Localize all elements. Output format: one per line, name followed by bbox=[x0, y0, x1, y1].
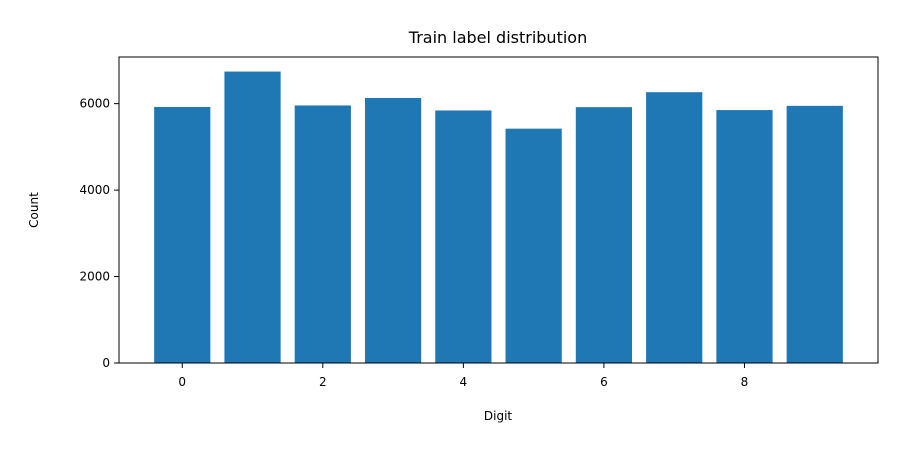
bar-digit-4 bbox=[435, 110, 492, 363]
x-tick-label: 4 bbox=[460, 375, 468, 389]
bar-digit-3 bbox=[364, 97, 422, 363]
y-tick-label: 4000 bbox=[79, 183, 110, 197]
bar-digit-2 bbox=[294, 105, 351, 363]
y-axis-label: Count bbox=[27, 192, 41, 228]
bar-digit-7 bbox=[646, 92, 703, 363]
x-tick-label: 8 bbox=[741, 375, 749, 389]
y-axis-ticks: 0 2000 4000 6000 bbox=[79, 97, 119, 370]
plot-frame bbox=[118, 56, 879, 364]
bar-digit-1 bbox=[224, 71, 281, 363]
chart-title: Train label distribution bbox=[408, 28, 587, 47]
x-axis-label: Digit bbox=[484, 409, 513, 423]
bar-digit-8 bbox=[716, 110, 773, 363]
y-tick-label: 6000 bbox=[79, 97, 110, 111]
x-tick-label: 2 bbox=[319, 375, 327, 389]
y-tick-label: 0 bbox=[102, 356, 110, 370]
y-tick-label: 2000 bbox=[79, 270, 110, 284]
x-axis-ticks: 0 2 4 6 8 bbox=[178, 363, 748, 389]
x-tick-label: 0 bbox=[178, 375, 186, 389]
bar-digit-0 bbox=[154, 106, 211, 363]
bars-group bbox=[154, 71, 843, 363]
bar-digit-9 bbox=[786, 105, 843, 363]
bar-digit-5 bbox=[505, 128, 562, 363]
x-tick-label: 6 bbox=[600, 375, 608, 389]
bar-digit-6 bbox=[575, 107, 633, 363]
